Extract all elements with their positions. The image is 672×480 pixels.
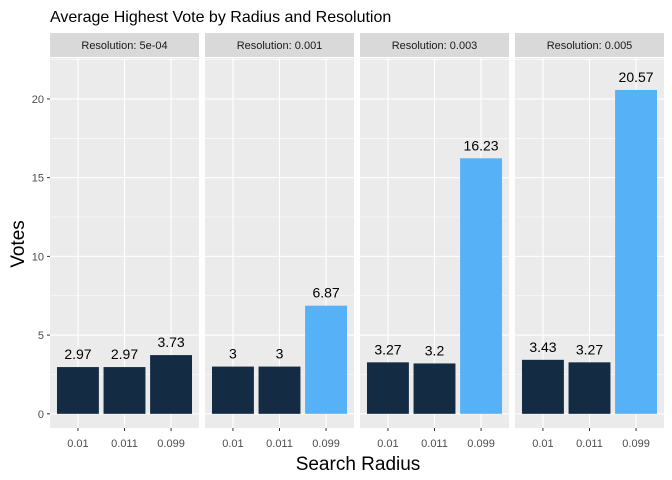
y-axis-title: Votes [8,220,29,268]
bar [103,367,146,414]
facet-panel: Resolution: 0.003 3.27 3.2 16.23 0.01 0.011 0.… [360,33,509,450]
y-tick-label: 0 [38,409,44,421]
bar-value-label: 3 [229,346,237,362]
y-tick-label: 20 [32,94,44,106]
bar [413,363,456,414]
bar [521,359,564,414]
x-tick-label: 0.099 [312,438,340,450]
facet-panel: Resolution: 0.001 3 3 6.87 0.01 0.011 0.099 [205,33,354,450]
facet-strip-label: Resolution: 0.001 [237,40,323,52]
x-tick-label: 0.099 [157,438,185,450]
bar-value-label: 3.2 [425,342,445,358]
x-tick-label: 0.011 [576,438,603,450]
bar [305,305,348,414]
bar-value-label: 2.97 [111,346,138,362]
facet-panel: Resolution: 0.005 3.43 3.27 20.57 0.01 0.011 0… [515,33,664,450]
bar [615,89,658,414]
bar [568,362,611,414]
x-tick-label: 0.011 [421,438,448,450]
bar [150,355,193,414]
x-tick-label: 0.099 [467,438,495,450]
x-tick-label: 0.011 [111,438,138,450]
bar-value-label: 6.87 [312,285,339,301]
x-tick-label: 0.01 [67,438,88,450]
y-tick-label: 10 [32,251,44,263]
y-tick-label: 15 [32,173,44,185]
y-tick-label: 5 [38,330,44,342]
facet-strip-label: Resolution: 5e-04 [81,40,167,52]
bar-value-label: 20.57 [619,69,654,85]
facet-strip-label: Resolution: 0.003 [392,40,478,52]
bar-value-label: 16.23 [464,137,499,153]
facet-panels: Resolution: 5e-04 2.97 2.97 3.73 0.01 0.011 0.… [50,33,664,450]
bar [56,367,99,414]
chart-title: Average Highest Vote by Radius and Resol… [50,9,391,26]
facet-panel: Resolution: 5e-04 2.97 2.97 3.73 0.01 0.011 0.… [50,33,199,450]
x-tick-label: 0.01 [377,438,398,450]
x-axis-title: Search Radius [296,454,421,475]
bar [460,158,503,414]
bar-value-label: 2.97 [64,346,91,362]
facet-strip [50,33,199,57]
x-tick-label: 0.01 [222,438,243,450]
bar [366,362,409,414]
x-tick-label: 0.01 [532,438,553,450]
bar-value-label: 3.27 [374,341,401,357]
bar-value-label: 3.73 [157,334,184,350]
bar-value-label: 3.43 [529,339,556,355]
facet-strip [360,33,509,57]
facet-strip [205,33,354,57]
bar [258,366,301,414]
bar-value-label: 3 [276,346,284,362]
bar [211,366,254,414]
facet-strip-label: Resolution: 0.005 [547,40,633,52]
x-tick-label: 0.099 [622,438,650,450]
x-tick-label: 0.011 [266,438,293,450]
y-axis: 0 5 10 15 20 [32,94,50,421]
bar-value-label: 3.27 [576,341,603,357]
facet-strip [515,33,664,57]
